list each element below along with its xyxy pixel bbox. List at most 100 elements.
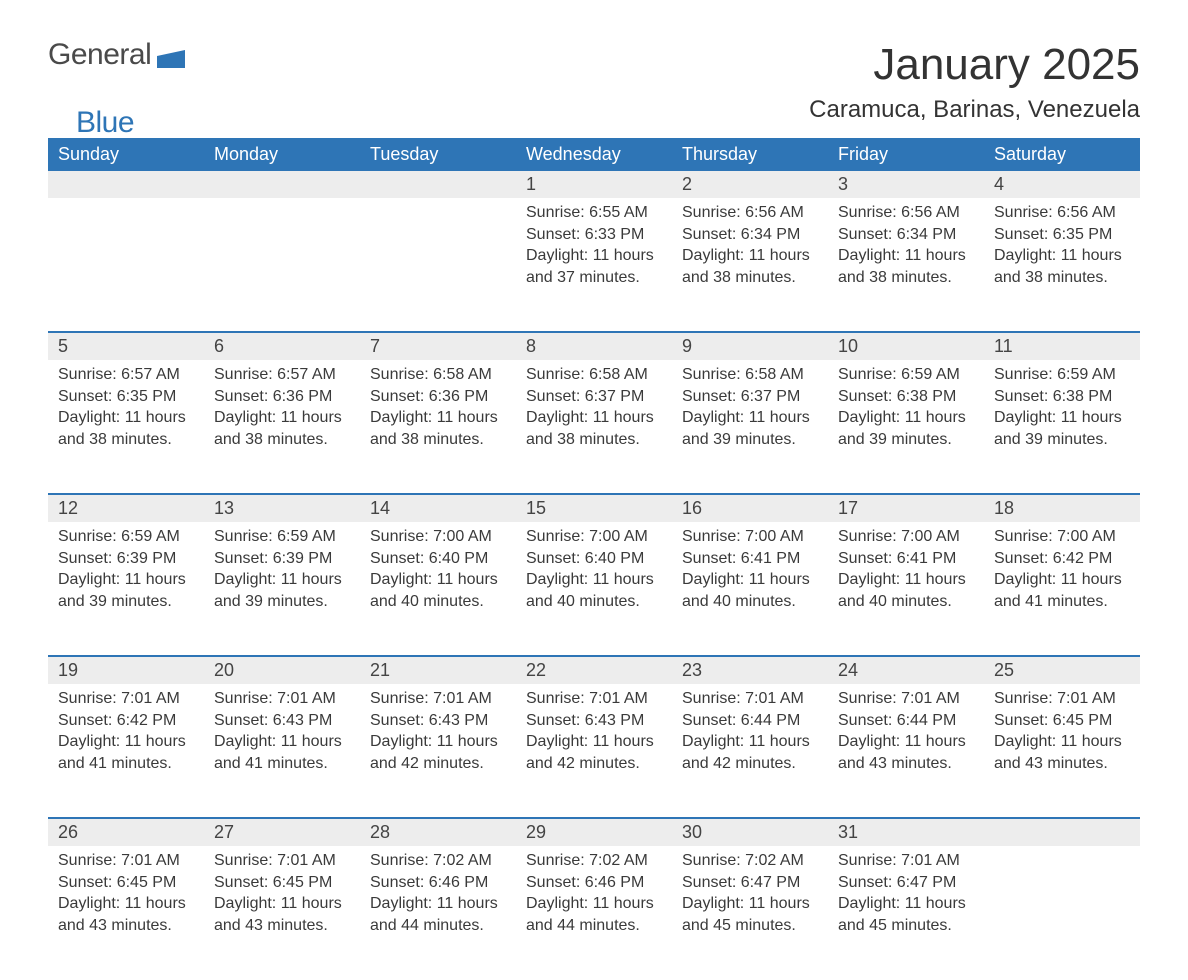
sunrise-line: Sunrise: 7:01 AM <box>994 688 1130 710</box>
sunrise-line: Sunrise: 7:01 AM <box>838 850 974 872</box>
sunrise-line: Sunrise: 7:01 AM <box>682 688 818 710</box>
sunset-line: Sunset: 6:41 PM <box>838 548 974 570</box>
sunrise-line: Sunrise: 7:02 AM <box>682 850 818 872</box>
day-content-cell: Sunrise: 7:01 AMSunset: 6:45 PMDaylight:… <box>48 846 204 980</box>
day-number-cell: 10 <box>828 332 984 360</box>
day-number-cell: 29 <box>516 818 672 846</box>
sunset-line: Sunset: 6:37 PM <box>682 386 818 408</box>
column-header: Thursday <box>672 138 828 171</box>
sunrise-line: Sunrise: 6:58 AM <box>526 364 662 386</box>
sunset-line: Sunset: 6:41 PM <box>682 548 818 570</box>
day-content-cell: Sunrise: 7:01 AMSunset: 6:43 PMDaylight:… <box>204 684 360 818</box>
column-header: Sunday <box>48 138 204 171</box>
day-content-cell <box>360 198 516 332</box>
daylight-line: Daylight: 11 hours and 39 minutes. <box>682 407 818 450</box>
sunrise-line: Sunrise: 7:01 AM <box>214 850 350 872</box>
daylight-line: Daylight: 11 hours and 42 minutes. <box>370 731 506 774</box>
day-content-cell: Sunrise: 7:00 AMSunset: 6:41 PMDaylight:… <box>672 522 828 656</box>
sunset-line: Sunset: 6:40 PM <box>526 548 662 570</box>
sunset-line: Sunset: 6:46 PM <box>370 872 506 894</box>
day-number-cell: 25 <box>984 656 1140 684</box>
sunrise-line: Sunrise: 7:01 AM <box>58 688 194 710</box>
column-header: Monday <box>204 138 360 171</box>
day-number-cell: 8 <box>516 332 672 360</box>
day-content-cell: Sunrise: 7:02 AMSunset: 6:46 PMDaylight:… <box>360 846 516 980</box>
sunrise-line: Sunrise: 7:01 AM <box>58 850 194 872</box>
day-content-cell: Sunrise: 6:58 AMSunset: 6:36 PMDaylight:… <box>360 360 516 494</box>
day-content-cell: Sunrise: 7:01 AMSunset: 6:47 PMDaylight:… <box>828 846 984 980</box>
day-number-cell: 27 <box>204 818 360 846</box>
daylight-line: Daylight: 11 hours and 38 minutes. <box>58 407 194 450</box>
daylight-line: Daylight: 11 hours and 40 minutes. <box>526 569 662 612</box>
sunrise-line: Sunrise: 6:59 AM <box>838 364 974 386</box>
sunset-line: Sunset: 6:47 PM <box>682 872 818 894</box>
week-daynum-row: 1234 <box>48 171 1140 198</box>
day-number-cell: 4 <box>984 171 1140 198</box>
day-number-cell: 1 <box>516 171 672 198</box>
day-content-cell: Sunrise: 6:55 AMSunset: 6:33 PMDaylight:… <box>516 198 672 332</box>
daylight-line: Daylight: 11 hours and 45 minutes. <box>682 893 818 936</box>
daylight-line: Daylight: 11 hours and 44 minutes. <box>526 893 662 936</box>
sunset-line: Sunset: 6:34 PM <box>682 224 818 246</box>
day-number-cell: 28 <box>360 818 516 846</box>
sunset-line: Sunset: 6:44 PM <box>682 710 818 732</box>
sunset-line: Sunset: 6:46 PM <box>526 872 662 894</box>
day-number-cell: 12 <box>48 494 204 522</box>
sunset-line: Sunset: 6:44 PM <box>838 710 974 732</box>
daylight-line: Daylight: 11 hours and 43 minutes. <box>214 893 350 936</box>
sunrise-line: Sunrise: 6:59 AM <box>58 526 194 548</box>
week-daynum-row: 567891011 <box>48 332 1140 360</box>
day-number-cell: 21 <box>360 656 516 684</box>
daylight-line: Daylight: 11 hours and 39 minutes. <box>214 569 350 612</box>
column-header: Tuesday <box>360 138 516 171</box>
column-header: Wednesday <box>516 138 672 171</box>
daylight-line: Daylight: 11 hours and 43 minutes. <box>994 731 1130 774</box>
day-content-cell: Sunrise: 6:59 AMSunset: 6:39 PMDaylight:… <box>48 522 204 656</box>
day-number-cell: 22 <box>516 656 672 684</box>
day-content-cell: Sunrise: 7:01 AMSunset: 6:43 PMDaylight:… <box>360 684 516 818</box>
day-content-cell: Sunrise: 6:56 AMSunset: 6:34 PMDaylight:… <box>672 198 828 332</box>
day-content-cell: Sunrise: 7:01 AMSunset: 6:44 PMDaylight:… <box>828 684 984 818</box>
day-content-cell: Sunrise: 6:58 AMSunset: 6:37 PMDaylight:… <box>516 360 672 494</box>
daylight-line: Daylight: 11 hours and 38 minutes. <box>682 245 818 288</box>
day-content-cell: Sunrise: 7:00 AMSunset: 6:42 PMDaylight:… <box>984 522 1140 656</box>
sunrise-line: Sunrise: 6:58 AM <box>370 364 506 386</box>
daylight-line: Daylight: 11 hours and 38 minutes. <box>214 407 350 450</box>
sunrise-line: Sunrise: 6:58 AM <box>682 364 818 386</box>
week-content-row: Sunrise: 7:01 AMSunset: 6:45 PMDaylight:… <box>48 846 1140 980</box>
sunrise-line: Sunrise: 6:55 AM <box>526 202 662 224</box>
day-content-cell: Sunrise: 7:00 AMSunset: 6:41 PMDaylight:… <box>828 522 984 656</box>
day-number-cell: 16 <box>672 494 828 522</box>
week-content-row: Sunrise: 6:59 AMSunset: 6:39 PMDaylight:… <box>48 522 1140 656</box>
sunset-line: Sunset: 6:45 PM <box>994 710 1130 732</box>
daylight-line: Daylight: 11 hours and 42 minutes. <box>682 731 818 774</box>
sunrise-line: Sunrise: 7:02 AM <box>370 850 506 872</box>
day-content-cell: Sunrise: 6:57 AMSunset: 6:36 PMDaylight:… <box>204 360 360 494</box>
day-content-cell <box>204 198 360 332</box>
sunrise-line: Sunrise: 7:00 AM <box>370 526 506 548</box>
day-number-cell: 17 <box>828 494 984 522</box>
daylight-line: Daylight: 11 hours and 38 minutes. <box>526 407 662 450</box>
day-number-cell: 5 <box>48 332 204 360</box>
day-number-cell: 31 <box>828 818 984 846</box>
daylight-line: Daylight: 11 hours and 41 minutes. <box>994 569 1130 612</box>
sunset-line: Sunset: 6:39 PM <box>58 548 194 570</box>
day-number-cell: 30 <box>672 818 828 846</box>
sunset-line: Sunset: 6:33 PM <box>526 224 662 246</box>
day-content-cell <box>48 198 204 332</box>
daylight-line: Daylight: 11 hours and 43 minutes. <box>58 893 194 936</box>
day-content-cell: Sunrise: 6:56 AMSunset: 6:34 PMDaylight:… <box>828 198 984 332</box>
sunset-line: Sunset: 6:45 PM <box>214 872 350 894</box>
sunset-line: Sunset: 6:35 PM <box>58 386 194 408</box>
sunrise-line: Sunrise: 6:56 AM <box>994 202 1130 224</box>
day-number-cell: 2 <box>672 171 828 198</box>
daylight-line: Daylight: 11 hours and 43 minutes. <box>838 731 974 774</box>
day-number-cell: 20 <box>204 656 360 684</box>
logo: General <box>48 40 185 70</box>
daylight-line: Daylight: 11 hours and 42 minutes. <box>526 731 662 774</box>
sunset-line: Sunset: 6:42 PM <box>994 548 1130 570</box>
day-number-cell: 26 <box>48 818 204 846</box>
sunset-line: Sunset: 6:43 PM <box>370 710 506 732</box>
sunset-line: Sunset: 6:39 PM <box>214 548 350 570</box>
sunset-line: Sunset: 6:36 PM <box>370 386 506 408</box>
